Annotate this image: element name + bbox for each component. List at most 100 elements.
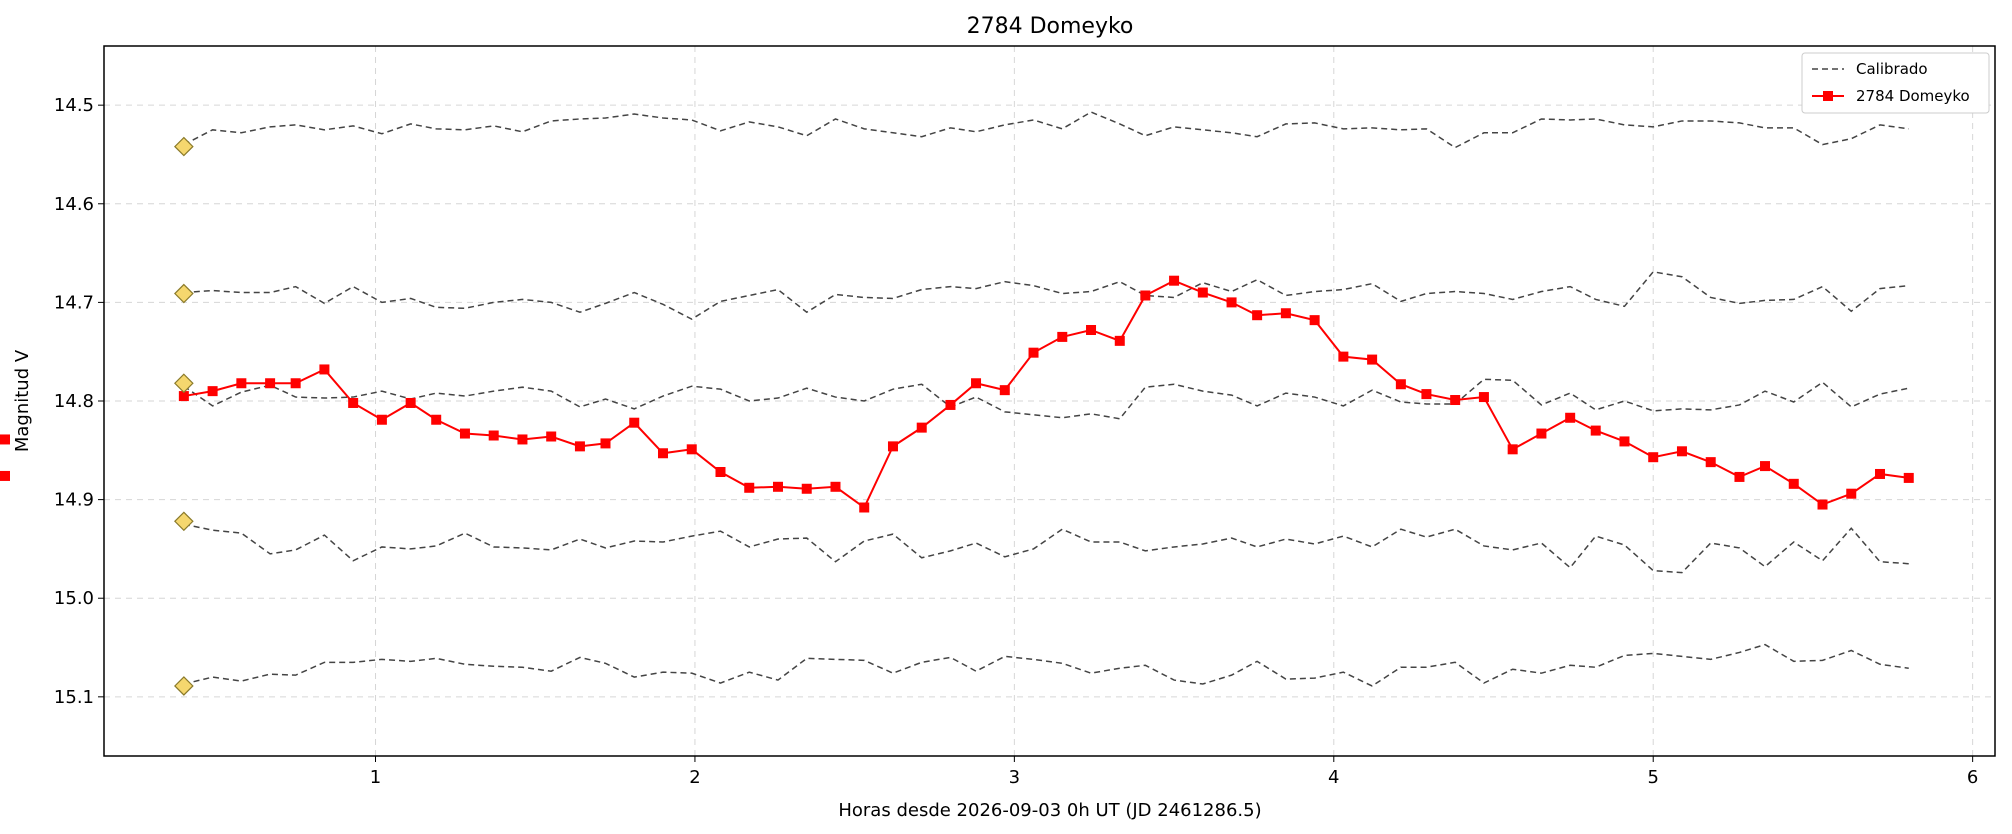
target-data-point <box>1140 290 1151 301</box>
target-data-point <box>916 422 927 433</box>
target-data-point <box>1788 478 1799 489</box>
x-tick-label: 5 <box>1647 767 1658 788</box>
comparison-star-marker <box>174 136 194 157</box>
legend: Calibrado 2784 Domeyko <box>1801 52 1990 114</box>
target-data-point <box>1280 308 1291 319</box>
chart-title: 2784 Domeyko <box>967 14 1134 39</box>
target-data-point <box>1817 499 1828 510</box>
calibrated-comparison-line <box>183 378 1909 420</box>
target-data-point <box>1252 310 1263 321</box>
target-data-point <box>546 431 557 442</box>
calibrated-comparison-line <box>183 523 1909 574</box>
target-data-point <box>1536 428 1547 439</box>
target-data-point <box>1590 425 1601 436</box>
target-data-point <box>715 467 726 477</box>
target-data-point <box>945 399 956 410</box>
target-data-point <box>1507 444 1518 455</box>
target-data-point <box>1760 461 1771 472</box>
target-data-point <box>574 441 585 452</box>
target-data-point <box>1226 297 1237 308</box>
target-data-point <box>1875 468 1886 479</box>
target-data-point <box>1197 287 1208 298</box>
legend-calibrated-label: Calibrado <box>1856 60 1928 78</box>
target-data-point <box>1309 315 1320 326</box>
comparison-star-marker <box>174 283 194 304</box>
x-tick-label: 2 <box>689 767 700 788</box>
target-data-point <box>1565 412 1576 423</box>
target-data-point <box>517 434 528 445</box>
target-data-point <box>1367 354 1378 365</box>
target-data-point <box>629 417 640 428</box>
target-data-point <box>859 502 870 513</box>
target-data-point <box>1705 457 1716 468</box>
target-data-point <box>1028 347 1039 358</box>
target-data-point <box>236 378 247 389</box>
y-tick-label: 14.5 <box>54 95 94 116</box>
calibrated-comparison-line <box>183 271 1909 321</box>
target-data-point <box>265 378 276 389</box>
comparison-star-marker <box>174 511 194 532</box>
x-tick-label: 1 <box>370 767 381 788</box>
target-data-point <box>772 481 783 492</box>
target-data-point <box>0 470 10 481</box>
x-axis-ticks: 1 2 3 4 5 6 <box>370 756 1978 788</box>
target-data-point <box>1478 392 1489 403</box>
target-data-point <box>1846 488 1857 499</box>
target-data-point <box>1395 379 1406 390</box>
target-data-point <box>207 386 218 397</box>
target-data-point <box>1619 436 1630 447</box>
y-tick-label: 15.1 <box>54 687 94 708</box>
y-tick-label: 14.6 <box>54 194 94 215</box>
target-data-point <box>686 444 697 455</box>
target-data-point <box>1648 452 1659 463</box>
comparison-star-marker <box>174 676 194 696</box>
target-data-point <box>600 438 611 449</box>
y-axis-label: Magnitud V <box>12 349 33 452</box>
target-data-point <box>1169 275 1180 286</box>
target-data-point <box>830 481 841 492</box>
target-data-point <box>376 414 387 425</box>
target-data-point <box>887 441 898 452</box>
target-data-point <box>1338 351 1349 362</box>
target-data-point <box>348 397 359 408</box>
target-data-point <box>1903 472 1914 483</box>
legend-target-label: 2784 Domeyko <box>1856 87 1970 105</box>
target-data-point <box>1086 325 1097 335</box>
legend-target-marker <box>1823 91 1833 101</box>
target-data-point <box>744 482 755 493</box>
target-data-point <box>459 428 470 439</box>
target-data-point <box>488 430 499 441</box>
y-tick-label: 14.9 <box>54 490 94 511</box>
target-data-point <box>801 483 812 494</box>
y-tick-label: 14.7 <box>54 292 94 313</box>
target-data-point <box>0 434 10 445</box>
calibrated-comparison-line <box>183 111 1909 149</box>
reference-markers <box>174 136 194 696</box>
target-data-point <box>657 448 668 459</box>
target-data-point <box>178 391 189 402</box>
series-layer <box>0 111 1914 687</box>
target-data-point <box>1114 335 1125 346</box>
target-data-point <box>319 364 330 375</box>
grid <box>104 46 1995 756</box>
target-data-point <box>971 378 982 389</box>
x-tick-label: 4 <box>1328 767 1339 788</box>
legend-box <box>1801 52 1990 114</box>
calibrated-comparison-line <box>183 643 1909 687</box>
y-axis-ticks: 14.5 14.6 14.7 14.8 14.9 15.0 15.1 <box>54 95 104 708</box>
target-data-point <box>1450 395 1461 406</box>
target-data-point <box>999 385 1010 396</box>
y-tick-label: 15.0 <box>54 588 94 609</box>
target-data-point <box>290 378 301 389</box>
target-data-point <box>431 414 442 425</box>
x-axis-label: Horas desde 2026-09-03 0h UT (JD 2461286… <box>838 800 1261 821</box>
target-data-point <box>1676 446 1687 457</box>
x-tick-label: 3 <box>1009 767 1020 788</box>
target-data-point <box>1734 471 1745 482</box>
target-data-point <box>405 397 416 408</box>
y-tick-label: 14.8 <box>54 391 94 412</box>
comparison-star-marker <box>174 373 194 394</box>
target-data-point <box>1421 389 1432 400</box>
target-data-point <box>1057 331 1068 342</box>
